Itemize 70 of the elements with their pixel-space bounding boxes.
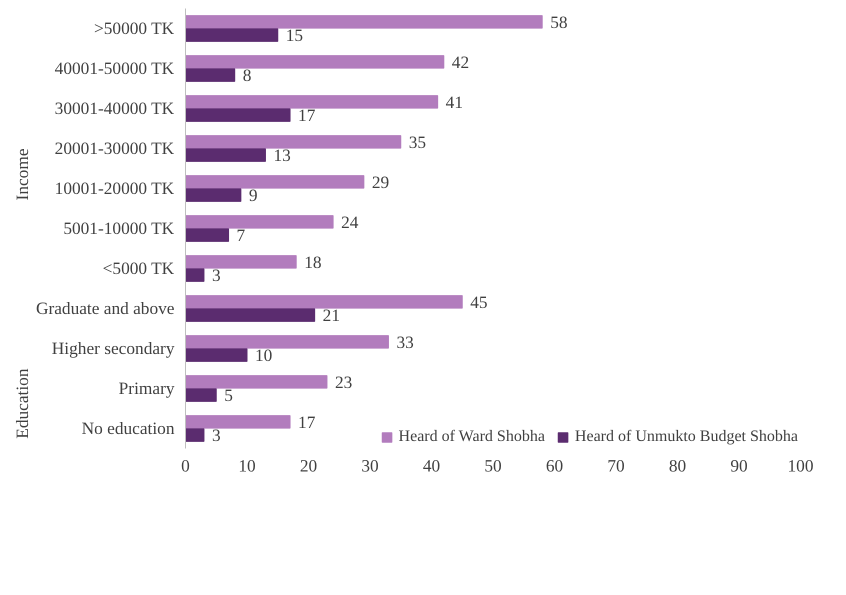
x-tick-label: 70 [607, 456, 625, 476]
y-tick-label: 20001-30000 TK [54, 139, 175, 158]
bar [186, 15, 543, 29]
data-label: 3 [212, 426, 221, 446]
data-label: 24 [341, 212, 359, 232]
y-tick-label: 40001-50000 TK [54, 59, 175, 78]
data-label: 45 [470, 292, 488, 312]
bar [186, 108, 291, 122]
data-label: 8 [242, 66, 252, 86]
bar [186, 95, 438, 109]
bar [186, 268, 204, 282]
data-label: 23 [334, 372, 352, 392]
legend-label: Heard of Ward Shobha [398, 428, 545, 446]
data-label: 42 [452, 52, 470, 72]
y-tick-label: No education [82, 419, 175, 438]
data-label: 9 [248, 186, 258, 206]
x-tick-label: 20 [300, 456, 318, 476]
bar [186, 68, 236, 82]
y-tick-label: Graduate and above [36, 299, 175, 318]
x-tick-label: 0 [181, 456, 190, 476]
bar [186, 215, 334, 229]
x-tick-label: 10 [238, 456, 256, 476]
data-label: 17 [298, 106, 316, 126]
data-label: 21 [322, 306, 340, 326]
data-label: 41 [446, 92, 463, 112]
data-label: 10 [255, 346, 272, 366]
bar [186, 28, 278, 42]
y-tick-label: 5001-10000 TK [63, 219, 175, 238]
bar [186, 295, 463, 309]
y-tick-label: Higher secondary [52, 339, 175, 358]
x-tick-label: 90 [730, 456, 748, 476]
bar [186, 335, 389, 349]
data-label: 58 [550, 12, 568, 32]
bar [186, 375, 328, 389]
data-label: 3 [212, 266, 221, 286]
text: Education [13, 368, 32, 439]
data-label: 5 [224, 386, 233, 406]
y-tick-label: 30001-40000 TK [54, 99, 175, 118]
data-label: 7 [236, 226, 246, 246]
bar [186, 188, 242, 202]
bar [186, 135, 402, 149]
bar [186, 255, 297, 269]
y-tick-label: <5000 TK [102, 259, 175, 278]
y-tick-label: >50000 TK [94, 19, 175, 38]
y-tick-label: Primary [118, 379, 175, 398]
data-label: 18 [304, 252, 322, 272]
x-tick-label: 40 [422, 456, 440, 476]
x-tick-label: 80 [668, 456, 686, 476]
data-label: 15 [286, 26, 304, 46]
x-tick-label: 50 [484, 456, 502, 476]
text: Income [13, 148, 32, 200]
bar [186, 428, 204, 442]
bar [186, 175, 364, 189]
x-tick-label: 100 [788, 456, 814, 476]
bar [186, 415, 291, 429]
legend-label: Heard of Unmukto Budget Shobha [574, 428, 798, 446]
data-label: 33 [396, 332, 414, 352]
data-label: 29 [372, 172, 390, 192]
bar [186, 148, 266, 162]
bar [186, 388, 217, 402]
bar [186, 228, 230, 242]
x-tick-label: 60 [546, 456, 564, 476]
data-label: 35 [408, 132, 426, 152]
x-tick-label: 30 [361, 456, 379, 476]
bar [186, 348, 248, 362]
y-tick-label: 10001-20000 TK [54, 179, 175, 198]
data-label: 13 [273, 146, 291, 166]
bar [186, 55, 444, 69]
data-label: 17 [298, 412, 316, 432]
bar [186, 308, 316, 322]
